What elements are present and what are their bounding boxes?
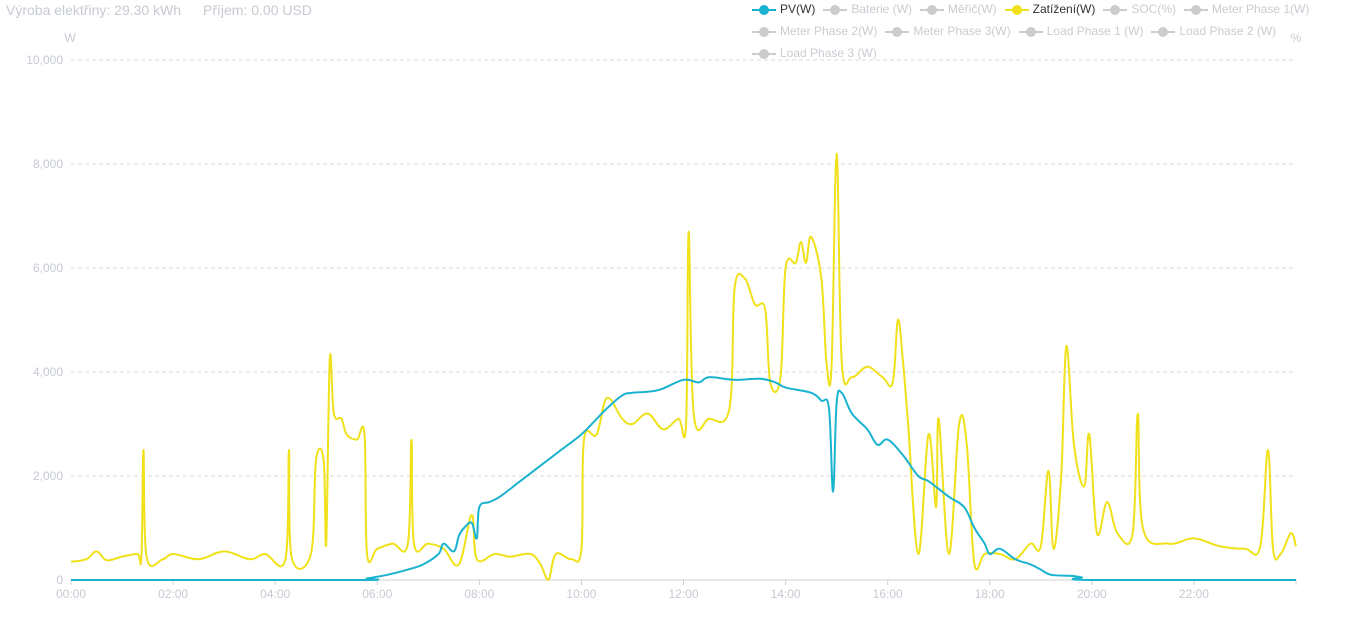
income-value: 0.00 USD: [251, 2, 312, 18]
y-tick-label: 4,000: [33, 365, 63, 379]
legend-label: Zatížení(W): [1032, 2, 1096, 16]
legend-label: Baterie (W): [851, 2, 913, 16]
x-tick-label: 22:00: [1179, 587, 1209, 601]
legend-label: Load Phase 1 (W): [1046, 24, 1144, 38]
legend-item[interactable]: Meter Phase 1(W): [1184, 2, 1309, 16]
income-label: Příjem:: [203, 2, 248, 18]
legend-row: Load Phase 3 (W): [752, 46, 1352, 68]
chart-legend: PV(W) Baterie (W) Měřič(W) Zatížení(W) SOC(%…: [752, 2, 1352, 68]
legend-item[interactable]: Měřič(W): [920, 2, 997, 16]
pv-series-line: [71, 376, 1296, 582]
legend-marker-icon: [1151, 26, 1176, 37]
x-tick-label: 12:00: [668, 587, 698, 601]
legend-label: Load Phase 3 (W): [780, 46, 877, 60]
x-tick-label: 14:00: [771, 587, 801, 601]
y2-axis-unit-label: %: [1291, 31, 1302, 45]
legend-item[interactable]: Load Phase 2 (W): [1151, 24, 1276, 38]
legend-label: Meter Phase 3(W): [913, 24, 1011, 38]
legend-row: Meter Phase 2(W) Meter Phase 3(W) Load Pha…: [752, 24, 1352, 46]
legend-row: PV(W) Baterie (W) Měřič(W) Zatížení(W) SOC(%…: [752, 2, 1352, 24]
legend-marker-icon: [885, 26, 910, 37]
x-tick-label: 02:00: [158, 587, 188, 601]
legend-label: SOC(%): [1131, 2, 1177, 16]
legend-item[interactable]: PV(W): [752, 2, 815, 16]
load-series-line: [70, 152, 1297, 581]
x-tick-label: 06:00: [362, 587, 392, 601]
production-summary: Výroba elektřiny: 29.30 kWh: [6, 2, 185, 18]
legend-item[interactable]: Load Phase 3 (W): [752, 46, 877, 60]
legend-marker-icon: [752, 4, 776, 15]
production-label: Výroba elektřiny:: [6, 2, 111, 18]
x-tick-label: 10:00: [566, 587, 596, 601]
production-value: 29.30 kWh: [114, 2, 182, 18]
x-tick-label: 08:00: [464, 587, 494, 601]
legend-item[interactable]: Meter Phase 2(W): [752, 24, 877, 38]
legend-label: Měřič(W): [948, 2, 997, 16]
y-tick-label: 6,000: [33, 261, 63, 275]
legend-item[interactable]: Load Phase 1 (W): [1018, 24, 1144, 38]
legend-label: Meter Phase 1(W): [1212, 2, 1310, 16]
legend-label: PV(W): [780, 2, 816, 16]
y-tick-label: 2,000: [33, 469, 63, 483]
legend-marker-icon: [920, 4, 945, 15]
x-tick-label: 00:00: [56, 587, 86, 601]
x-tick-label: 16:00: [873, 587, 903, 601]
income-summary: Příjem: 0.00 USD: [203, 2, 312, 18]
legend-marker-icon: [1018, 26, 1043, 37]
legend-marker-icon: [752, 26, 776, 37]
legend-marker-icon: [823, 4, 848, 15]
y-tick-label: 0: [56, 573, 63, 587]
x-tick-label: 04:00: [260, 587, 290, 601]
x-tick-label: 20:00: [1077, 587, 1107, 601]
legend-label: Meter Phase 2(W): [780, 24, 878, 38]
legend-marker-icon: [1103, 4, 1128, 15]
y-tick-label: 8,000: [33, 157, 63, 171]
x-tick-label: 18:00: [975, 587, 1005, 601]
legend-item[interactable]: Zatížení(W): [1004, 2, 1096, 16]
legend-marker-icon: [1184, 4, 1209, 15]
legend-marker-icon: [1004, 4, 1029, 15]
y-tick-label: 10,000: [26, 53, 63, 67]
y-axis-unit-label: W: [64, 31, 76, 45]
legend-item[interactable]: SOC(%): [1103, 2, 1176, 16]
legend-item[interactable]: Baterie (W): [823, 2, 912, 16]
summary-bar: Výroba elektřiny: 29.30 kWh Příjem: 0.00…: [6, 2, 330, 18]
legend-item[interactable]: Meter Phase 3(W): [885, 24, 1011, 38]
legend-marker-icon: [752, 48, 776, 59]
legend-label: Load Phase 2 (W): [1179, 24, 1277, 38]
